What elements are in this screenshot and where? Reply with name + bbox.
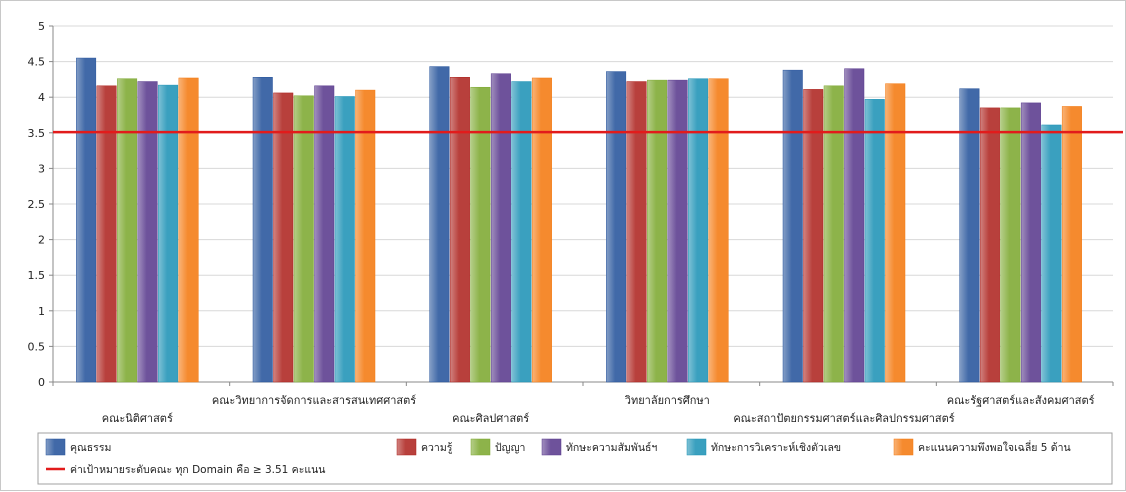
legend-swatch: [470, 438, 491, 456]
bar: [178, 77, 199, 383]
x-category-label: คณะศิลปศาสตร์: [452, 412, 529, 425]
bar: [158, 84, 179, 383]
bar: [708, 78, 729, 383]
bar: [117, 78, 138, 383]
legend-label: คุณธรรม: [70, 442, 111, 454]
y-tick-label: 3: [38, 162, 45, 175]
bar: [688, 78, 709, 383]
bar: [803, 89, 824, 383]
bar: [76, 57, 97, 383]
bar: [1020, 102, 1041, 383]
bar: [490, 73, 511, 383]
bar: [429, 66, 450, 383]
bar: [959, 88, 980, 383]
y-tick-label: 3.5: [28, 127, 46, 140]
legend-swatch: [893, 438, 914, 456]
bar: [137, 81, 158, 383]
legend-box: [37, 432, 1113, 485]
legend-swatch: [45, 438, 66, 456]
bar: [864, 99, 885, 383]
legend-label: ค่าเป้าหมายระดับคณะ ทุก Domain คือ ≥ 3.5…: [70, 463, 325, 476]
bar: [1000, 107, 1021, 383]
y-tick-label: 1: [38, 305, 45, 318]
bar: [885, 83, 906, 383]
bar: [531, 77, 552, 383]
bar: [334, 96, 355, 383]
y-tick-label: 4.5: [28, 56, 46, 69]
legend-label: ปัญญา: [495, 442, 525, 454]
bar: [449, 77, 470, 383]
bar: [782, 69, 803, 383]
x-category-label: คณะวิทยาการจัดการและสารสนเทศศาสตร์: [212, 394, 416, 407]
legend-swatch: [541, 438, 562, 456]
x-category-label: คณะรัฐศาสตร์และสังคมศาสตร์: [947, 394, 1095, 407]
bar: [273, 92, 294, 383]
bar: [647, 79, 668, 383]
bar: [470, 86, 491, 383]
bar: [979, 107, 1000, 383]
bar: [96, 85, 117, 383]
bar: [606, 71, 627, 383]
legend-label: ความรู้: [421, 442, 453, 454]
legend-swatch: [396, 438, 417, 456]
legend-label: ทักษะการวิเคราะห์เชิงตัวเลข: [711, 441, 841, 454]
y-tick-label: 0: [38, 376, 45, 389]
bar: [293, 95, 314, 383]
y-tick-label: 1.5: [28, 269, 46, 282]
legend-label: ทักษะความสัมพันธ์ฯ: [566, 441, 657, 454]
bar: [844, 68, 865, 383]
y-tick-label: 0.5: [28, 340, 46, 353]
bar: [667, 79, 688, 383]
legend-swatch: [686, 438, 707, 456]
bar: [252, 77, 273, 383]
x-category-label: คณะสถาปัตยกรรมศาสตร์และศิลปกรรมศาสตร์: [733, 412, 954, 425]
bar: [823, 85, 844, 383]
legend-label: คะแนนความพึงพอใจเฉลี่ย 5 ด้าน: [918, 440, 1071, 454]
y-tick-label: 2: [38, 234, 45, 247]
bar: [511, 81, 532, 383]
bar: [314, 85, 335, 383]
x-category-label: วิทยาลัยการศึกษา: [624, 394, 710, 407]
bar: [626, 81, 647, 383]
y-tick-label: 2.5: [28, 198, 46, 211]
bar: [1041, 124, 1062, 383]
bar: [355, 89, 376, 383]
y-tick-label: 4: [38, 91, 45, 104]
bar: [1061, 106, 1082, 383]
x-category-label: คณะนิติศาสตร์: [102, 412, 173, 425]
y-tick-label: 5: [38, 20, 45, 33]
